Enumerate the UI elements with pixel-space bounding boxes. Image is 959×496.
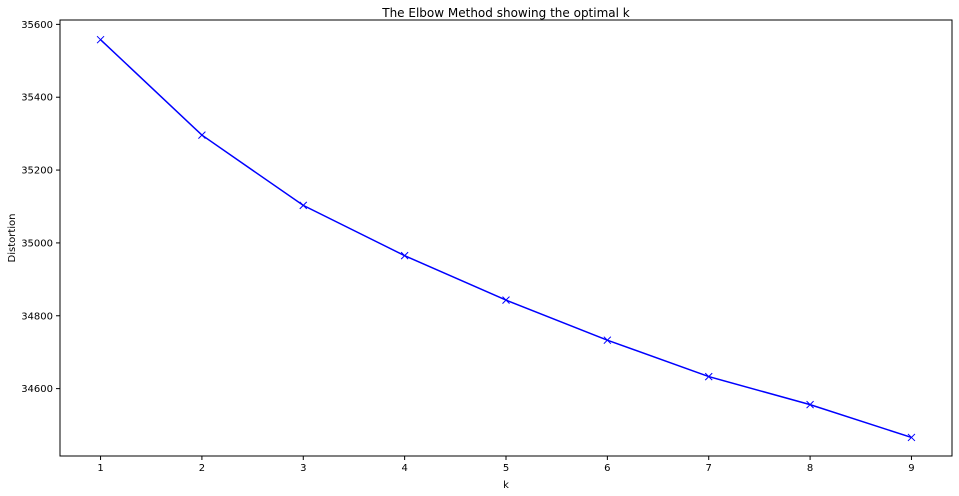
x-tick-label: 4 bbox=[401, 463, 407, 474]
x-axis-label: k bbox=[503, 480, 509, 491]
data-point-marker bbox=[603, 336, 612, 345]
data-point-marker bbox=[299, 201, 308, 210]
chart-title: The Elbow Method showing the optimal k bbox=[381, 6, 630, 20]
y-tick-label: 35000 bbox=[21, 238, 53, 249]
data-point-marker bbox=[96, 35, 105, 44]
y-tick-label: 35200 bbox=[21, 166, 53, 177]
y-tick-label: 35400 bbox=[21, 93, 53, 104]
x-tick-label: 9 bbox=[908, 463, 914, 474]
data-point-marker bbox=[907, 433, 916, 442]
x-axis-ticks: 1 2 3 4 5 6 7 8 9 bbox=[97, 456, 915, 474]
series-layer bbox=[96, 35, 916, 442]
x-tick-label: 3 bbox=[300, 463, 306, 474]
plot-area bbox=[59, 19, 953, 457]
y-tick-label: 34600 bbox=[21, 384, 53, 395]
data-point-marker bbox=[806, 400, 814, 409]
data-point-marker bbox=[704, 372, 713, 381]
x-tick-label: 7 bbox=[706, 463, 712, 474]
data-point-marker bbox=[400, 251, 409, 260]
x-tick-label: 1 bbox=[97, 463, 103, 474]
y-tick-label: 34800 bbox=[21, 311, 53, 322]
y-tick-label: 35600 bbox=[21, 20, 53, 31]
data-point-marker bbox=[502, 296, 510, 304]
x-tick-label: 8 bbox=[807, 463, 813, 474]
x-tick-label: 5 bbox=[503, 463, 509, 474]
y-axis-label: Distortion bbox=[7, 214, 18, 263]
x-tick-label: 2 bbox=[199, 463, 205, 474]
y-axis-ticks: 34600 34800 35000 35200 35400 35600 bbox=[21, 20, 60, 395]
data-point-marker bbox=[198, 131, 206, 139]
x-tick-label: 6 bbox=[604, 463, 610, 474]
